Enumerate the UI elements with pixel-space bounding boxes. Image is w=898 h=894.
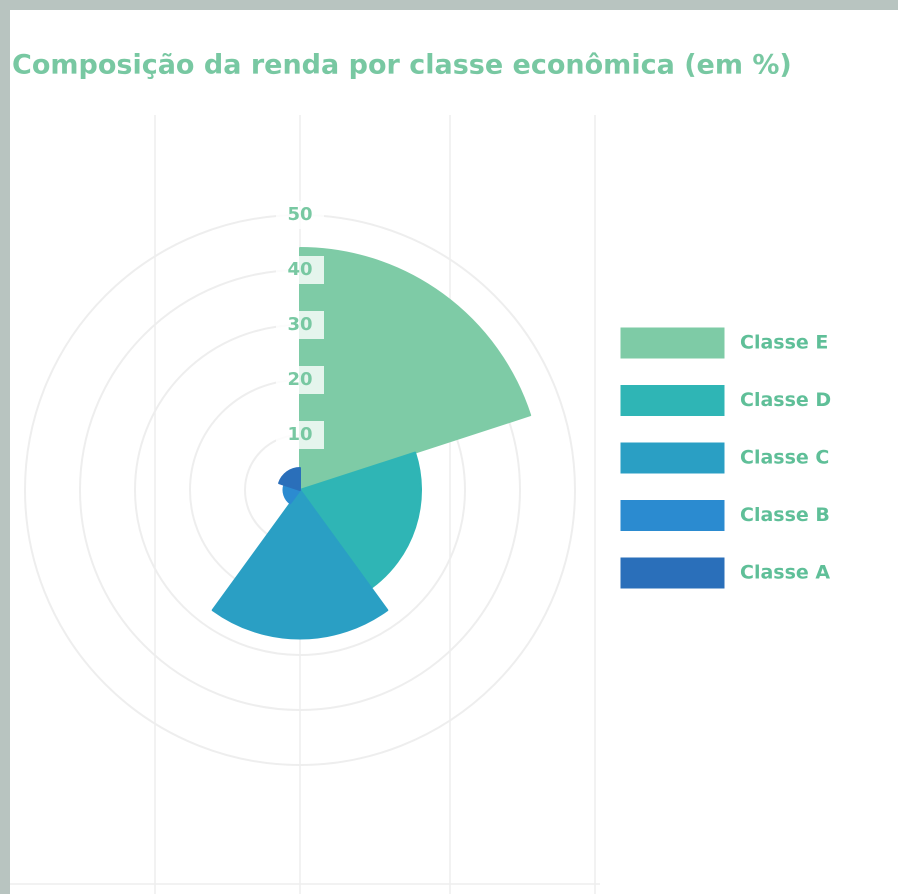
r-tick-label: 10 [287, 424, 312, 445]
tick-label-box [276, 256, 324, 284]
chart-title: Composição da renda por classe econômica… [12, 50, 792, 81]
legend-swatch [619, 384, 726, 417]
wedge [211, 489, 389, 640]
legend-label: Classe A [740, 562, 830, 584]
legend-label: Classe D [740, 389, 831, 411]
wedge [299, 451, 422, 589]
legend-label: Classe E [740, 332, 828, 354]
legend-swatch [619, 499, 726, 532]
r-tick-label: 50 [287, 204, 312, 225]
r-tick-label: 40 [287, 259, 312, 280]
r-tick-label: 30 [287, 314, 312, 335]
wedge [278, 467, 301, 491]
legend-swatch [619, 556, 726, 590]
panel [10, 10, 898, 894]
legend-label: Classe B [740, 504, 830, 526]
tick-label-box [276, 366, 324, 394]
legend-label: Classe C [740, 447, 829, 469]
r-tick-label: 20 [287, 369, 312, 390]
legend-swatch [619, 326, 726, 360]
wedge [299, 247, 532, 491]
legend-swatch [619, 441, 726, 475]
tick-label-box [276, 311, 324, 339]
tick-label-box [276, 421, 324, 449]
tick-label-box [276, 201, 324, 229]
